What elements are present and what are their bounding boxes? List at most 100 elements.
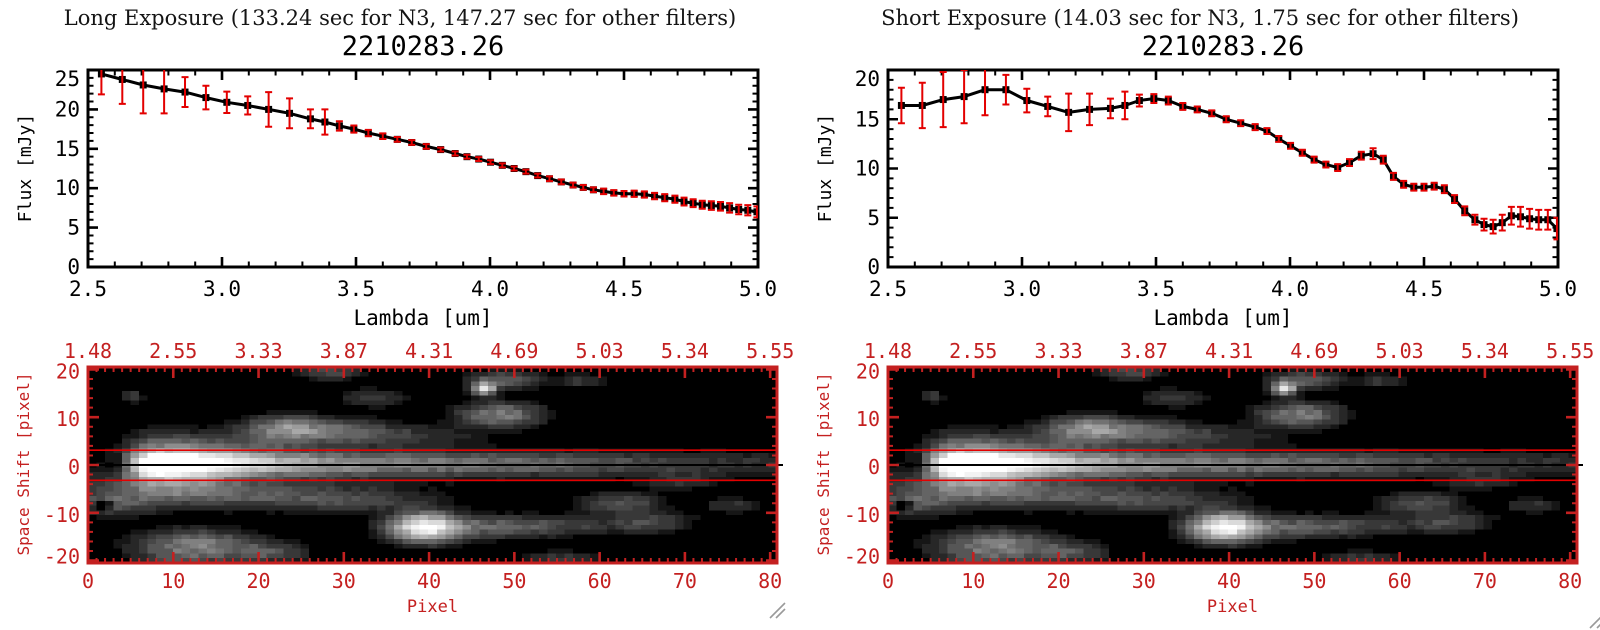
pixel-tick-label: 40 [1217,569,1241,593]
data-marker [1553,225,1558,233]
major-ticks [86,68,760,269]
wavelength-tick-label: 5.03 [576,339,624,363]
spectrum-plot: 0 5 10 15 20 2.5 3.0 3.5 4.0 4.5 5.0 [855,67,1577,301]
x-tick-label: 4.5 [1405,277,1443,301]
wavelength-tick-label: 5.55 [1546,339,1594,363]
x-tick-label: 4.0 [471,277,509,301]
wavelength-tick-label: 2.55 [149,339,197,363]
wavelength-tick-label: 4.69 [1290,339,1338,363]
error-bars [97,70,758,219]
y-tick-label: 5 [67,216,80,240]
y-tick-label: 15 [55,137,80,161]
panel-short-exposure: Short Exposure (14.03 sec for N3, 1.75 s… [800,0,1600,630]
y-tick-label: 5 [867,206,880,230]
y-tick-label: 25 [55,67,80,91]
pixel-tick-label: 30 [1132,569,1156,593]
space-shift-tick-label: 10 [856,407,880,431]
space-shift-tick-label: -20 [844,545,880,569]
flux-axis-label: Flux [mJy] [15,113,36,223]
pixel-tick-label: 50 [1302,569,1326,593]
pixel-tick-label: 10 [961,569,985,593]
wavelength-tick-label: 1.48 [64,339,112,363]
long-exposure-title: Long Exposure (133.24 sec for N3, 147.27… [63,6,737,30]
wavelength-tick-label: 3.33 [234,339,282,363]
space-shift-tick-label: 20 [856,359,880,383]
pixel-tick-label: 80 [1558,569,1582,593]
pixel-tick-label: 0 [882,569,894,593]
wavelength-tick-label: 5.03 [1376,339,1424,363]
y-tick-label: 20 [855,67,880,91]
image-axis-box [886,365,1579,565]
spectral-image-axes: 1.48 2.55 3.33 3.87 4.31 4.69 5.03 5.34 5.55 0 10 2… [844,339,1594,593]
flux-axis-label: Flux [mJy] [815,113,836,223]
pixel-tick-label: 70 [673,569,697,593]
pixel-tick-label: 20 [1046,569,1070,593]
x-tick-label: 5.0 [1539,277,1577,301]
object-id-title: 2210283.26 [1141,31,1305,62]
x-tick-label: 3.0 [1003,277,1041,301]
pixel-tick-label: 70 [1473,569,1497,593]
axis-box [886,68,1560,269]
space-shift-tick-label: 20 [56,359,80,383]
wavelength-tick-label: 1.48 [864,339,912,363]
space-shift-tick-label: 10 [56,407,80,431]
spectrum-plot: 0 5 10 15 20 25 2.5 3.0 3.5 4.0 4.5 5.0 [55,67,777,301]
flux-data-line [901,88,1558,230]
pixel-axis-label: Pixel [406,597,459,617]
wavelength-tick-label: 4.31 [1205,339,1253,363]
wavelength-tick-label: 3.33 [1034,339,1082,363]
space-shift-tick-label: -10 [44,503,80,527]
pixel-tick-label: 60 [1388,569,1412,593]
space-shift-tick-label: 0 [68,455,80,479]
y-tick-label: 15 [855,107,880,131]
y-tick-label: 10 [55,176,80,200]
object-id-title: 2210283.26 [341,31,505,62]
wavelength-tick-label: 3.87 [320,339,368,363]
spectral-image-axes: 1.48 2.55 3.33 3.87 4.31 4.69 5.03 5.34 5.55 0 10 2… [44,339,794,593]
wavelength-tick-label: 2.55 [949,339,997,363]
x-tick-label: 3.5 [337,277,375,301]
pixel-tick-label: 20 [246,569,270,593]
x-tick-label: 5.0 [739,277,777,301]
wavelength-tick-label: 5.34 [661,339,709,363]
pixel-tick-label: 30 [332,569,356,593]
major-ticks [886,68,1560,269]
pixel-tick-label: 0 [82,569,94,593]
resize-gripper-icon[interactable] [766,598,790,622]
wavelength-tick-label: 4.31 [405,339,453,363]
pixel-tick-label: 50 [502,569,526,593]
space-shift-axis-label: Space Shift [pixel] [14,372,33,556]
image-axis-box [86,365,779,565]
x-tick-label: 4.0 [1271,277,1309,301]
x-tick-label: 3.5 [1137,277,1175,301]
short-exposure-title: Short Exposure (14.03 sec for N3, 1.75 s… [881,6,1519,30]
panel-long-exposure: Long Exposure (133.24 sec for N3, 147.27… [14,6,794,617]
pixel-tick-label: 80 [758,569,782,593]
y-tick-label: 0 [67,255,80,279]
space-shift-tick-label: 0 [868,455,880,479]
wavelength-tick-label: 5.34 [1461,339,1509,363]
space-shift-tick-label: -10 [844,503,880,527]
wavelength-tick-label: 5.55 [746,339,794,363]
error-bars [897,70,1558,241]
resize-gripper-icon[interactable] [1588,606,1600,630]
y-tick-label: 10 [855,157,880,181]
x-tick-label: 3.0 [203,277,241,301]
pixel-tick-label: 60 [588,569,612,593]
pixel-tick-label: 40 [417,569,441,593]
space-shift-tick-label: -20 [44,545,80,569]
axis-box [86,68,760,269]
y-tick-label: 0 [867,255,880,279]
wavelength-tick-label: 4.69 [490,339,538,363]
x-tick-label: 2.5 [869,277,907,301]
pixel-tick-label: 10 [161,569,185,593]
lambda-axis-label: Lambda [um] [1153,306,1293,330]
x-tick-label: 2.5 [69,277,107,301]
pixel-axis-label: Pixel [1206,597,1259,617]
minor-ticks [88,70,758,267]
minor-ticks [888,70,1558,267]
lambda-axis-label: Lambda [um] [353,306,493,330]
space-shift-axis-label: Space Shift [pixel] [814,372,833,556]
y-tick-label: 20 [55,97,80,121]
wavelength-tick-label: 3.87 [1120,339,1168,363]
